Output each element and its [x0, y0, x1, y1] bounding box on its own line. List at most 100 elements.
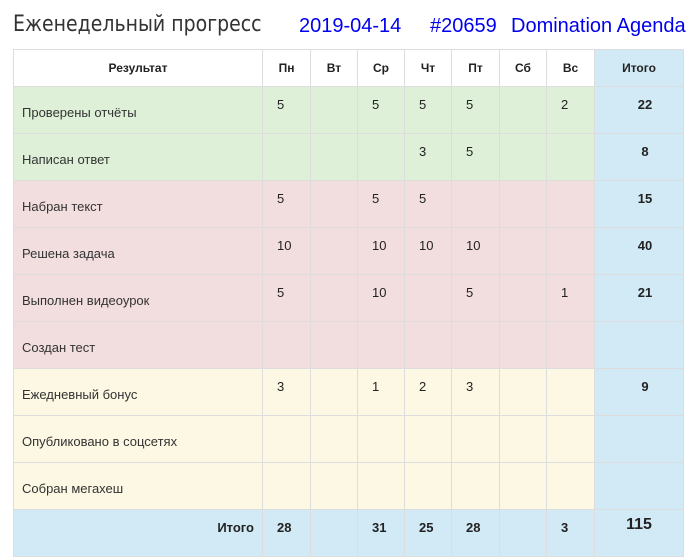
day-total [310, 509, 358, 557]
day-value [546, 368, 595, 416]
day-value [404, 415, 452, 463]
table-row: Решена задача 10 10 10 10 40 [13, 227, 684, 275]
day-value [499, 86, 547, 134]
table-row: Написан ответ 3 5 8 [13, 133, 684, 181]
day-value [310, 86, 358, 134]
day-value: 5 [262, 274, 311, 322]
day-value: 3 [451, 368, 500, 416]
row-total: 21 [594, 274, 684, 322]
day-value: 10 [451, 227, 500, 275]
day-value [357, 133, 405, 181]
day-value [262, 321, 311, 369]
row-total [594, 321, 684, 369]
day-value: 5 [404, 86, 452, 134]
day-value: 3 [262, 368, 311, 416]
row-total: 9 [594, 368, 684, 416]
day-value [499, 462, 547, 510]
day-value [499, 368, 547, 416]
table-row: Создан тест [13, 321, 684, 369]
day-value [310, 227, 358, 275]
weekly-progress-table: Результат Пн Вт Ср Чт Пт Сб Вс Итого Проверены о… [13, 49, 684, 557]
day-value: 10 [357, 274, 405, 322]
page-title: Еженедельный прогресс [13, 12, 262, 37]
day-value: 5 [262, 86, 311, 134]
day-value [546, 227, 595, 275]
column-header: Ср [357, 49, 405, 87]
day-value [546, 133, 595, 181]
day-value [499, 415, 547, 463]
day-value [404, 274, 452, 322]
day-value [404, 321, 452, 369]
row-label: Написан ответ [13, 133, 263, 181]
day-total: 28 [451, 509, 500, 557]
day-value: 5 [404, 180, 452, 228]
table-row: Проверены отчёты 5 5 5 5 2 22 [13, 86, 684, 134]
footer-row: Итого 28 31 25 28 3 115 [13, 509, 684, 557]
day-value: 5 [451, 274, 500, 322]
name-link[interactable]: Domination Agenda [511, 15, 686, 37]
day-value: 5 [451, 86, 500, 134]
column-header: Сб [499, 49, 547, 87]
grand-total: 115 [594, 509, 684, 557]
table-row: Ежедневный бонус 3 1 2 3 9 [13, 368, 684, 416]
day-value [262, 415, 311, 463]
day-value [451, 321, 500, 369]
day-value: 2 [546, 86, 595, 134]
day-value [357, 462, 405, 510]
day-value [310, 415, 358, 463]
row-label: Создан тест [13, 321, 263, 369]
row-total: 15 [594, 180, 684, 228]
day-value [546, 462, 595, 510]
day-value [310, 321, 358, 369]
row-label: Опубликовано в соцсетях [13, 415, 263, 463]
day-value [546, 415, 595, 463]
day-value [310, 274, 358, 322]
column-header: Пт [451, 49, 500, 87]
column-header: Итого [594, 49, 684, 87]
table-row: Выполнен видеоурок 5 10 5 1 21 [13, 274, 684, 322]
row-total [594, 462, 684, 510]
date-link[interactable]: 2019-04-14 [299, 15, 402, 37]
day-value [310, 180, 358, 228]
day-total: 31 [357, 509, 405, 557]
day-total: 3 [546, 509, 595, 557]
column-header: Результат [13, 49, 263, 87]
row-label: Набран текст [13, 180, 263, 228]
day-value [404, 462, 452, 510]
table-row: Опубликовано в соцсетях [13, 415, 684, 463]
day-value: 1 [546, 274, 595, 322]
day-value [310, 462, 358, 510]
table-row: Собран мегахеш [13, 462, 684, 510]
day-value [499, 274, 547, 322]
header-row: Результат Пн Вт Ср Чт Пт Сб Вс Итого [13, 49, 684, 87]
day-value [546, 321, 595, 369]
day-value: 1 [357, 368, 405, 416]
day-total [499, 509, 547, 557]
column-header: Вс [546, 49, 595, 87]
id-link[interactable]: #20659 [430, 15, 497, 37]
day-value: 5 [262, 180, 311, 228]
footer-label: Итого [13, 509, 263, 557]
day-value [451, 180, 500, 228]
day-value [499, 133, 547, 181]
row-label: Ежедневный бонус [13, 368, 263, 416]
row-total [594, 415, 684, 463]
day-value [499, 227, 547, 275]
day-value [499, 180, 547, 228]
day-value [262, 462, 311, 510]
day-value [451, 462, 500, 510]
day-value: 5 [357, 180, 405, 228]
day-total: 28 [262, 509, 311, 557]
day-value [310, 368, 358, 416]
day-value [357, 321, 405, 369]
day-value [499, 321, 547, 369]
day-value [546, 180, 595, 228]
row-label: Проверены отчёты [13, 86, 263, 134]
day-total: 25 [404, 509, 452, 557]
row-total: 40 [594, 227, 684, 275]
row-label: Собран мегахеш [13, 462, 263, 510]
day-value: 3 [404, 133, 452, 181]
row-total: 8 [594, 133, 684, 181]
day-value [357, 415, 405, 463]
row-label: Решена задача [13, 227, 263, 275]
